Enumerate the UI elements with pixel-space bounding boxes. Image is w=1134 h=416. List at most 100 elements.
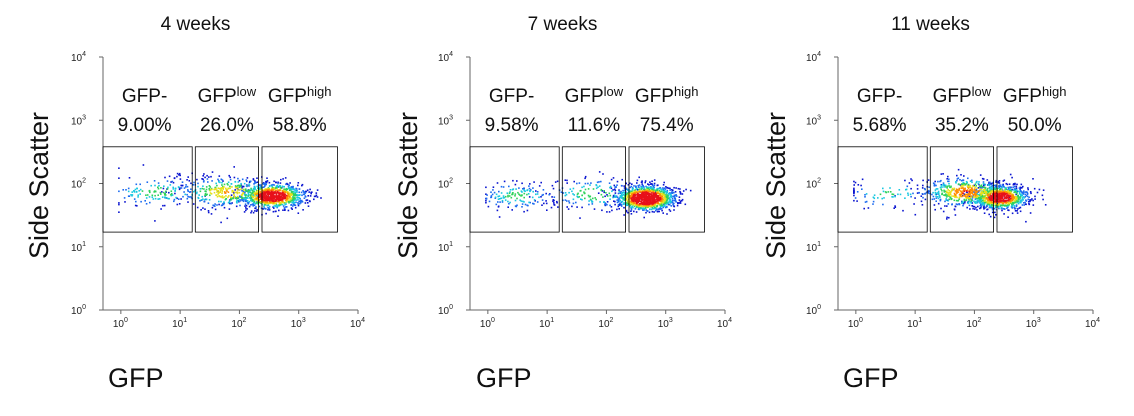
scatter-point — [244, 203, 247, 205]
scatter-point — [244, 205, 246, 207]
scatter-point — [1016, 200, 1019, 202]
scatter-point — [934, 180, 936, 183]
scatter-point — [538, 196, 540, 199]
scatter-point — [228, 200, 231, 202]
scatter-point — [921, 193, 924, 195]
scatter-point — [263, 207, 265, 209]
gate-percent: 50.0% — [1008, 115, 1062, 136]
scatter-point — [984, 197, 986, 199]
scatter-point — [943, 184, 946, 186]
scatter-point — [498, 195, 501, 197]
scatter-point — [572, 187, 575, 190]
scatter-point — [1006, 199, 1008, 202]
scatter-point — [946, 218, 948, 220]
scatter-point — [660, 201, 663, 204]
scatter-point — [187, 176, 189, 178]
scatter-point — [996, 204, 999, 206]
scatter-point — [236, 192, 239, 195]
scatter-point — [255, 210, 258, 212]
scatter-point — [984, 187, 987, 189]
scatter-point — [625, 204, 628, 207]
scatter-point — [210, 175, 212, 178]
scatter-point — [902, 209, 904, 212]
scatter-point — [625, 210, 628, 213]
scatter-point — [606, 194, 608, 196]
scatter-point — [668, 200, 670, 203]
scatter-point — [904, 197, 906, 199]
scatter-point — [673, 205, 675, 207]
scatter-point — [1001, 186, 1003, 189]
scatter-point — [634, 196, 637, 199]
scatter-point — [606, 201, 609, 203]
scatter-point — [988, 182, 991, 185]
scatter-point — [916, 188, 919, 190]
scatter-point — [975, 190, 977, 192]
scatter-point — [653, 179, 656, 181]
scatter-point — [252, 211, 255, 214]
scatter-point — [959, 193, 961, 196]
scatter-point — [152, 198, 155, 200]
scatter-point — [508, 202, 510, 205]
x-tick-label: 101 — [907, 317, 922, 330]
scatter-point — [541, 194, 543, 197]
scatter-point — [208, 185, 211, 187]
gate-percent: 26.0% — [200, 115, 254, 136]
scatter-point — [213, 188, 215, 191]
scatter-point — [600, 189, 602, 192]
scatter-point — [651, 198, 654, 201]
y-tick-label: 100 — [438, 304, 453, 317]
scatter-point — [240, 194, 243, 196]
scatter-point — [1021, 192, 1024, 194]
scatter-point — [624, 197, 626, 199]
scatter-point — [236, 191, 239, 193]
scatter-point — [272, 195, 274, 198]
scatter-point — [1006, 183, 1009, 186]
scatter-point — [221, 179, 224, 181]
x-tick-label: 102 — [598, 317, 613, 330]
y-tick-label: 103 — [438, 114, 453, 127]
scatter-point — [272, 194, 274, 197]
scatter-point — [670, 196, 673, 198]
scatter-point — [290, 190, 293, 193]
scatter-point — [507, 200, 509, 203]
scatter-point — [595, 184, 598, 187]
scatter-point — [1025, 191, 1028, 193]
scatter-point — [1017, 197, 1019, 200]
scatter-point — [271, 189, 273, 192]
scatter-point — [676, 204, 679, 207]
scatter-point — [936, 196, 939, 198]
scatter-point — [634, 202, 636, 205]
scatter-point — [981, 194, 984, 197]
scatter-point — [664, 205, 666, 207]
scatter-point — [157, 186, 159, 189]
scatter-point — [978, 200, 980, 203]
scatter-point — [247, 201, 250, 204]
scatter-point — [632, 203, 635, 205]
x-tick-label: 101 — [172, 317, 187, 330]
scatter-point — [581, 198, 583, 201]
scatter-point — [635, 200, 638, 203]
scatter-point — [649, 196, 652, 198]
scatter-point — [248, 205, 251, 208]
scatter-point — [252, 203, 254, 205]
scatter-point — [137, 194, 139, 196]
scatter-point — [644, 188, 646, 191]
scatter-point — [922, 196, 924, 199]
scatter-point — [270, 194, 272, 196]
scatter-point — [1018, 187, 1021, 189]
scatter-point — [292, 188, 294, 191]
scatter-point — [277, 195, 279, 197]
scatter-point — [965, 183, 968, 185]
scatter-point — [659, 207, 662, 209]
scatter-point — [258, 188, 261, 191]
scatter-point — [961, 202, 963, 204]
scatter-point — [950, 186, 952, 189]
scatter-point — [932, 191, 934, 194]
scatter-point — [494, 197, 497, 199]
scatter-point — [651, 184, 654, 187]
scatter-point — [962, 189, 964, 192]
scatter-point — [222, 180, 224, 182]
scatter-point — [988, 181, 990, 184]
scatter-point — [651, 183, 654, 185]
